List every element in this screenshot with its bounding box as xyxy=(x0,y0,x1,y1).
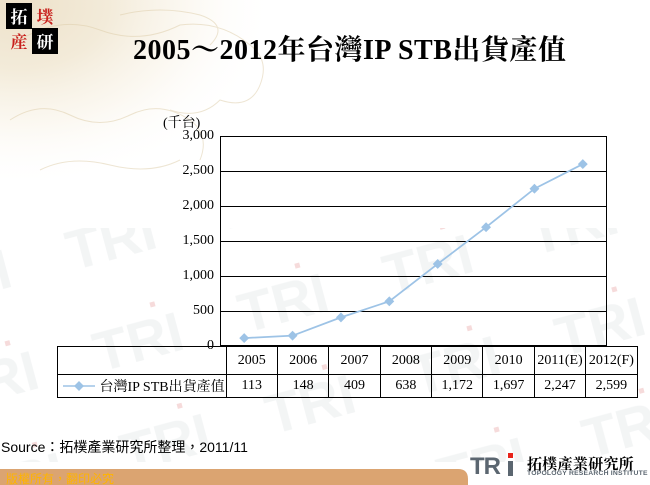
svg-text:TR: TR xyxy=(470,453,501,480)
